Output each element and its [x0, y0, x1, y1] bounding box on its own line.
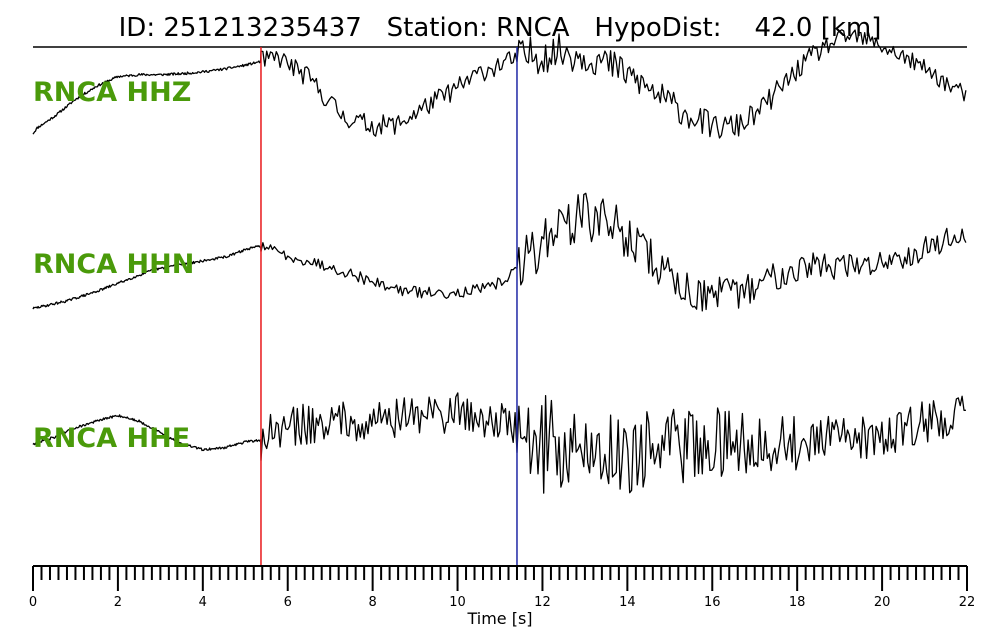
x-tick-label: 10	[449, 595, 466, 610]
x-tick-label: 0	[29, 595, 37, 610]
traces-group	[32, 29, 967, 494]
x-tick-label: 16	[704, 595, 721, 610]
x-axis-label: Time [s]	[466, 609, 532, 628]
title-station-value: RNCA	[496, 13, 570, 43]
title-station-label: Station:	[387, 13, 488, 43]
pick-lines-group	[260, 47, 518, 566]
x-tick-label: 14	[619, 595, 636, 610]
trace-rnca-hhe	[32, 392, 966, 494]
x-tick-label: 8	[368, 595, 376, 610]
chart-title: ID: 251213235437 Station: RNCA HypoDist:…	[119, 13, 882, 43]
trace-label-rnca-hhn: RNCA HHN	[33, 249, 194, 280]
x-tick-label: 6	[284, 595, 292, 610]
x-tick-label: 18	[789, 595, 806, 610]
trace-label-rnca-hhe: RNCA HHE	[33, 423, 190, 454]
trace-rnca-hhn	[32, 192, 967, 312]
x-tick-label: 12	[534, 595, 551, 610]
title-hypodist-value: 42.0	[755, 13, 813, 43]
trace-labels-group: RNCA HHZ RNCA HHN RNCA HHE	[33, 77, 194, 454]
x-tick-label: 22	[959, 595, 976, 610]
title-event-id: 251213235437	[163, 13, 362, 43]
title-id-label: ID:	[119, 13, 155, 43]
x-tick-label: 4	[199, 595, 207, 610]
time-axis: 0 2 4 6 8 10 12 14 16 18 20 22	[29, 565, 976, 610]
trace-rnca-hhz	[32, 29, 967, 139]
x-tick-label: 2	[114, 595, 122, 610]
title-hypodist-label: HypoDist:	[594, 13, 721, 43]
trace-label-rnca-hhz: RNCA HHZ	[33, 77, 191, 108]
x-tick-label: 20	[874, 595, 891, 610]
